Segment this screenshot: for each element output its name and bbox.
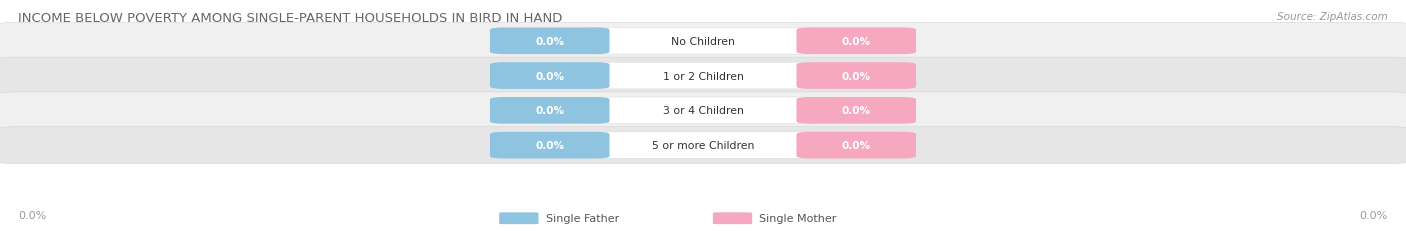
Text: 0.0%: 0.0%: [1360, 210, 1388, 220]
FancyBboxPatch shape: [0, 92, 1406, 129]
Text: 1 or 2 Children: 1 or 2 Children: [662, 71, 744, 81]
FancyBboxPatch shape: [588, 98, 818, 124]
FancyBboxPatch shape: [588, 132, 818, 159]
FancyBboxPatch shape: [0, 127, 1406, 164]
Text: 0.0%: 0.0%: [842, 36, 870, 47]
FancyBboxPatch shape: [796, 28, 917, 55]
FancyBboxPatch shape: [588, 63, 818, 90]
FancyBboxPatch shape: [796, 98, 917, 124]
Text: 0.0%: 0.0%: [842, 140, 870, 151]
FancyBboxPatch shape: [491, 132, 610, 159]
FancyBboxPatch shape: [499, 213, 538, 224]
Text: 0.0%: 0.0%: [842, 106, 870, 116]
FancyBboxPatch shape: [491, 63, 610, 90]
Text: 5 or more Children: 5 or more Children: [652, 140, 754, 151]
FancyBboxPatch shape: [713, 213, 752, 224]
Text: 0.0%: 0.0%: [536, 106, 564, 116]
FancyBboxPatch shape: [491, 28, 610, 55]
Text: 0.0%: 0.0%: [18, 210, 46, 220]
Text: INCOME BELOW POVERTY AMONG SINGLE-PARENT HOUSEHOLDS IN BIRD IN HAND: INCOME BELOW POVERTY AMONG SINGLE-PARENT…: [18, 12, 562, 24]
Text: 3 or 4 Children: 3 or 4 Children: [662, 106, 744, 116]
Text: Single Mother: Single Mother: [759, 213, 837, 223]
Text: 0.0%: 0.0%: [842, 71, 870, 81]
Text: Source: ZipAtlas.com: Source: ZipAtlas.com: [1277, 12, 1388, 21]
Text: 0.0%: 0.0%: [536, 71, 564, 81]
FancyBboxPatch shape: [0, 23, 1406, 60]
Text: 0.0%: 0.0%: [536, 140, 564, 151]
FancyBboxPatch shape: [491, 98, 610, 124]
Text: Single Father: Single Father: [546, 213, 619, 223]
FancyBboxPatch shape: [796, 63, 917, 90]
FancyBboxPatch shape: [588, 28, 818, 55]
Text: No Children: No Children: [671, 36, 735, 47]
Text: 0.0%: 0.0%: [536, 36, 564, 47]
FancyBboxPatch shape: [0, 58, 1406, 95]
FancyBboxPatch shape: [796, 132, 917, 159]
